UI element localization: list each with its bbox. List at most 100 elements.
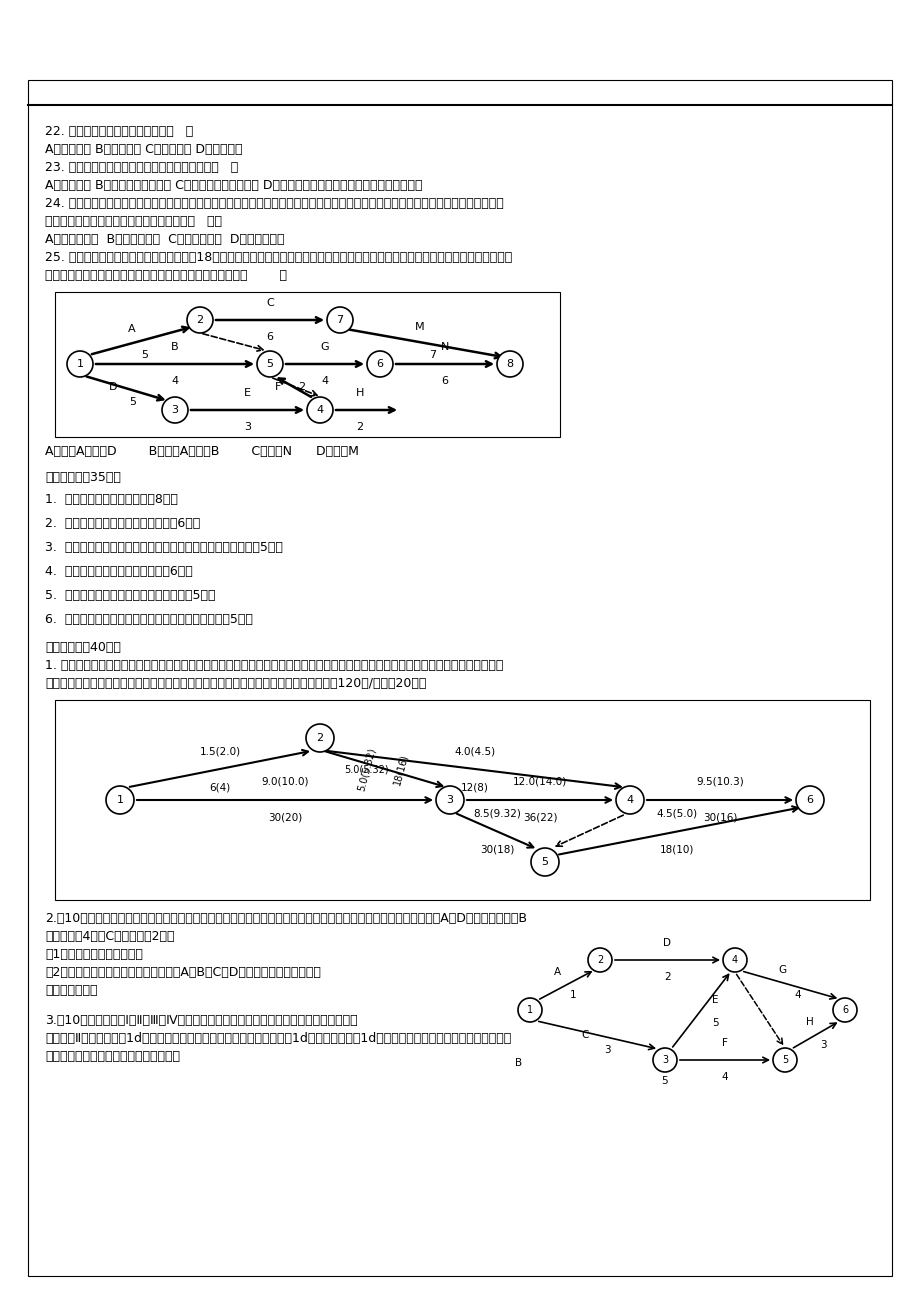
Text: 6.  单位工程施工组织设计一般包括哪些主要内容？（5分）: 6. 单位工程施工组织设计一般包括哪些主要内容？（5分） (45, 613, 253, 626)
Text: 键线路优化组合方法来实现，则可行的关键工作组合方案是（        ）: 键线路优化组合方法来实现，则可行的关键工作组合方案是（ ） (45, 269, 287, 282)
Text: 四、计算题（40分）: 四、计算题（40分） (45, 642, 120, 655)
Text: D: D (663, 938, 671, 948)
Text: A: A (553, 968, 560, 977)
Text: 12(8): 12(8) (460, 782, 488, 792)
Circle shape (256, 351, 283, 377)
Text: H: H (356, 389, 364, 398)
Text: 3: 3 (819, 1041, 825, 1050)
Text: 5: 5 (129, 396, 136, 407)
Circle shape (67, 351, 93, 377)
Text: A、直接法绘制  B、间接法绘制  C、分段法绘制  D、连续法绘制: A、直接法绘制 B、间接法绘制 C、分段法绘制 D、连续法绘制 (45, 233, 284, 246)
Text: 3.（10分）某项目由Ⅰ、Ⅱ、Ⅲ、Ⅳ等四个施工过程组成，划分两个施工层组织流水施工，: 3.（10分）某项目由Ⅰ、Ⅱ、Ⅲ、Ⅳ等四个施工过程组成，划分两个施工层组织流水施… (45, 1015, 357, 1028)
Text: 节点位置，连线完成。这样的编制方法称为（   ）。: 节点位置，连线完成。这样的编制方法称为（ ）。 (45, 215, 221, 228)
Circle shape (795, 786, 823, 814)
Text: 3: 3 (661, 1055, 667, 1065)
Text: 6: 6 (267, 333, 273, 342)
Circle shape (187, 306, 213, 333)
Text: 6: 6 (441, 376, 448, 386)
Text: 4.5(5.0): 4.5(5.0) (656, 808, 698, 818)
Text: A、工作A和工作D        B、工作A和工作B        C、工作N      D、工作M: A、工作A和工作D B、工作A和工作B C、工作N D、工作M (45, 445, 358, 458)
Text: 23. 承包单位施工网络计划的计划工期必须满足（   ）: 23. 承包单位施工网络计划的计划工期必须满足（ ） (45, 160, 238, 173)
Text: 1. 已知网络计划如下图所示，箭线上方括号外为正常直接费，括号内为最短时间直接费，单位千元。箭线下方括号外为正常工作历时，括: 1. 已知网络计划如下图所示，箭线上方括号外为正常直接费，括号内为最短时间直接费… (45, 659, 503, 672)
Text: 7: 7 (429, 349, 437, 360)
Text: 9.0(10.0): 9.0(10.0) (261, 777, 309, 788)
Text: M: M (414, 322, 425, 333)
Text: 号内为最短工作时间。试对其进行费用优化，并求出最小费用时的最优工期。间接费率为120元/天。（20分）: 号内为最短工作时间。试对其进行费用优化，并求出最小费用时的最优工期。间接费率为1… (45, 677, 425, 690)
Text: 24. 在编制双代号时标网络计划时，如果先绘制出时标网络计划，计算各工作的最早时间参数，再根据最早时间参数在时标计划表上确定: 24. 在编制双代号时标网络计划时，如果先绘制出时标网络计划，计算各工作的最早时… (45, 197, 504, 210)
Text: B: B (515, 1058, 521, 1068)
Text: F: F (721, 1038, 727, 1048)
Text: 18(10): 18(10) (660, 844, 694, 854)
Text: 5: 5 (142, 349, 148, 360)
Text: 3: 3 (604, 1045, 610, 1055)
Circle shape (652, 1048, 676, 1072)
Text: 4: 4 (316, 406, 323, 415)
Text: （2）如果后续工作按计划进行，试分析A、B、C、D四项工作对网络计划工期: （2）如果后续工作按计划进行，试分析A、B、C、D四项工作对网络计划工期 (45, 966, 321, 979)
Text: N: N (440, 342, 448, 352)
Text: 36(22): 36(22) (522, 812, 557, 823)
Text: 8.5(9.32): 8.5(9.32) (473, 808, 521, 818)
Circle shape (367, 351, 392, 377)
Text: 1: 1 (569, 990, 575, 1000)
Bar (55, 700, 869, 900)
Text: 6: 6 (806, 795, 812, 805)
Text: 6: 6 (841, 1005, 847, 1015)
Text: B: B (171, 342, 178, 352)
Text: 30(20): 30(20) (267, 812, 301, 823)
Text: 4: 4 (732, 955, 737, 965)
Text: 18(16): 18(16) (391, 752, 410, 786)
Text: A、计算工期 B、合同中规定的工期 C、终点节点的最早时间 D、早时标网络图中关键线路各工作的持续时间: A、计算工期 B、合同中规定的工期 C、终点节点的最早时间 D、早时标网络图中关… (45, 179, 422, 192)
Text: 2: 2 (197, 316, 203, 325)
Text: G: G (321, 342, 329, 352)
Text: 5: 5 (781, 1055, 788, 1065)
Circle shape (307, 396, 333, 422)
Text: 段数，计算工期，绘制流水施工进度表。: 段数，计算工期，绘制流水施工进度表。 (45, 1050, 180, 1063)
Text: 1: 1 (117, 795, 123, 805)
Text: 7: 7 (336, 316, 343, 325)
Circle shape (496, 351, 522, 377)
Text: 2: 2 (596, 955, 603, 965)
Text: 12.0(14.0): 12.0(14.0) (512, 777, 566, 788)
Circle shape (587, 948, 611, 971)
Circle shape (517, 998, 541, 1022)
Text: A: A (128, 323, 136, 334)
Text: A、建设项目 B、单位工程 C、分部工程 D、分项工程: A、建设项目 B、单位工程 C、分部工程 D、分项工程 (45, 143, 243, 156)
Circle shape (722, 948, 746, 971)
Text: E: E (244, 389, 251, 398)
Circle shape (832, 998, 857, 1022)
Text: 25. 如图所示的原始网络计划，计算工期为18个月。如果该项目需要提前一个月交付使用，则应对该原始网络计划进行工期调整，采用关: 25. 如图所示的原始网络计划，计算工期为18个月。如果该项目需要提前一个月交付… (45, 250, 512, 263)
Text: 4: 4 (171, 376, 178, 386)
Text: 3: 3 (244, 422, 251, 432)
Text: 4: 4 (794, 990, 800, 1000)
Text: 5: 5 (711, 1018, 718, 1028)
Text: 二、简答题（35分）: 二、简答题（35分） (45, 471, 120, 484)
Text: 2: 2 (356, 422, 363, 432)
Text: 2.  简述施工准备工作的主要内容。（6分）: 2. 简述施工准备工作的主要内容。（6分） (45, 516, 200, 529)
Text: 5.  施工总平面图布设应遵循什么原则？（5分）: 5. 施工总平面图布设应遵循什么原则？（5分） (45, 589, 215, 602)
Circle shape (326, 306, 353, 333)
Text: 4.  影响施工进度的因素有哪些？（6分）: 4. 影响施工进度的因素有哪些？（6分） (45, 565, 193, 578)
Text: 6(4): 6(4) (210, 782, 231, 792)
Text: G: G (777, 965, 785, 975)
Text: 30(18): 30(18) (480, 844, 514, 854)
Text: 5.0(5.32): 5.0(5.32) (345, 764, 389, 775)
Text: C: C (581, 1030, 588, 1041)
Text: 8: 8 (505, 359, 513, 369)
Text: E: E (711, 995, 718, 1005)
Text: 6: 6 (376, 359, 383, 369)
Text: 3: 3 (446, 795, 453, 805)
Text: 产生什么影响？: 产生什么影响？ (45, 985, 97, 998)
Text: H: H (805, 1017, 813, 1028)
Circle shape (530, 848, 559, 876)
Text: 3.  简述流水施工的基本含义。施工组织的基本方式有哪些？（5分）: 3. 简述流水施工的基本含义。施工组织的基本方式有哪些？（5分） (45, 541, 282, 554)
Circle shape (772, 1048, 796, 1072)
Circle shape (436, 786, 463, 814)
Text: 30(16): 30(16) (702, 812, 736, 823)
Text: 4.0(4.5): 4.0(4.5) (454, 746, 495, 756)
Text: 9.5(10.3): 9.5(10.3) (696, 777, 743, 788)
Bar (55, 292, 560, 437)
Text: 4: 4 (626, 795, 633, 805)
Text: 5: 5 (267, 359, 273, 369)
Circle shape (616, 786, 643, 814)
Bar (490, 930, 859, 1090)
